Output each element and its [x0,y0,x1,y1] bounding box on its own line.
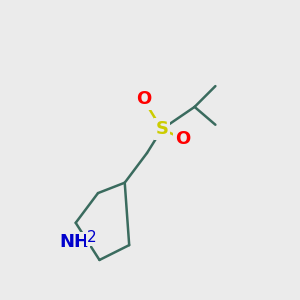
Text: S: S [155,120,168,138]
Text: 2: 2 [87,230,97,245]
Text: O: O [175,130,190,148]
Text: O: O [136,91,151,109]
Text: NH: NH [59,233,89,251]
